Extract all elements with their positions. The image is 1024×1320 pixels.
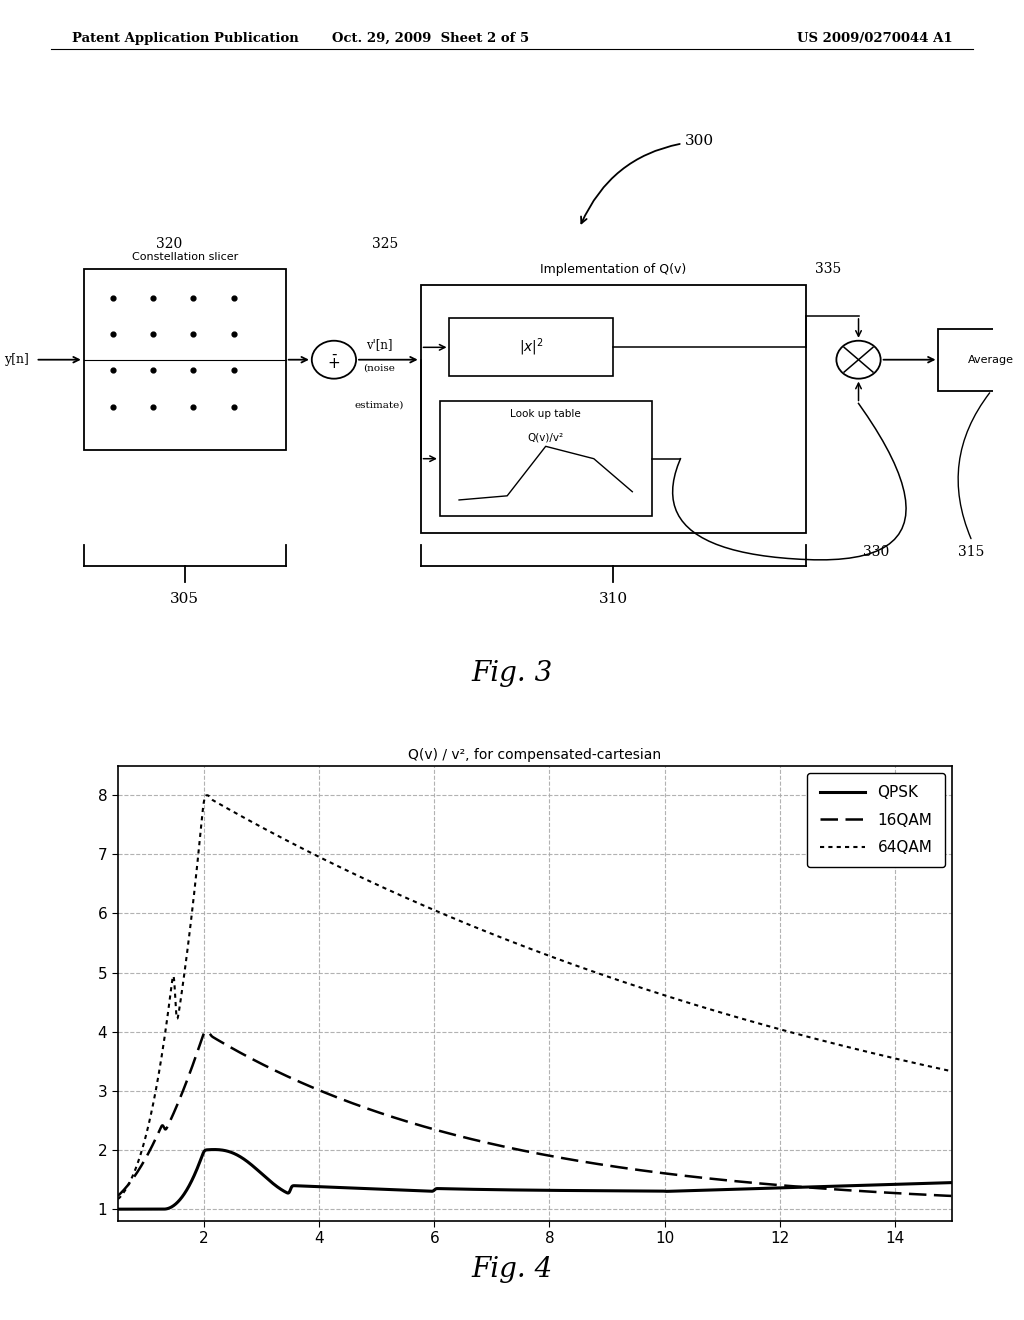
Text: Q(v)/v²: Q(v)/v² (527, 433, 564, 442)
QPSK (922, 1175, 934, 1191)
Text: v'[n]: v'[n] (366, 338, 392, 351)
Text: Average: Average (969, 355, 1015, 364)
QPSK (208, 1142, 220, 1158)
16QAM (112, 1188, 124, 1204)
Text: (noise: (noise (364, 364, 395, 372)
16QAM (496, 1138, 508, 1154)
Text: y[n]: y[n] (4, 354, 29, 366)
Point (185, 288, 202, 309)
Text: $|x|^2$: $|x|^2$ (519, 337, 544, 358)
Point (144, 323, 161, 345)
Text: Oct. 29, 2009  Sheet 2 of 5: Oct. 29, 2009 Sheet 2 of 5 (332, 32, 528, 45)
QPSK (518, 1183, 530, 1199)
Text: 300: 300 (581, 135, 715, 223)
Text: Look up table: Look up table (510, 409, 581, 420)
16QAM (923, 1187, 935, 1203)
Point (185, 323, 202, 345)
Text: Patent Application Publication: Patent Application Publication (72, 32, 298, 45)
FancyBboxPatch shape (421, 285, 806, 533)
Text: 330: 330 (863, 545, 890, 560)
Text: Constellation slicer: Constellation slicer (132, 252, 238, 263)
Text: Fig. 4: Fig. 4 (471, 1257, 553, 1283)
Point (225, 396, 242, 417)
QPSK (496, 1181, 508, 1197)
64QAM (922, 1059, 934, 1074)
64QAM (923, 1059, 935, 1074)
Title: Q(v) / v², for compensated-cartesian: Q(v) / v², for compensated-cartesian (409, 747, 662, 762)
Line: 16QAM: 16QAM (118, 1032, 952, 1196)
Point (104, 323, 121, 345)
16QAM (201, 1024, 213, 1040)
64QAM (496, 929, 508, 945)
Text: Implementation of Q(v): Implementation of Q(v) (540, 263, 686, 276)
Text: estimate): estimate) (354, 401, 403, 411)
64QAM (946, 1064, 958, 1080)
FancyBboxPatch shape (440, 401, 651, 516)
Point (104, 360, 121, 381)
Point (225, 323, 242, 345)
64QAM (112, 1191, 124, 1206)
Text: 320: 320 (156, 238, 182, 251)
Line: QPSK: QPSK (118, 1150, 952, 1209)
Text: 305: 305 (170, 593, 200, 606)
16QAM (155, 1121, 167, 1137)
Point (225, 288, 242, 309)
Text: US 2009/0270044 A1: US 2009/0270044 A1 (797, 32, 952, 45)
Point (185, 396, 202, 417)
16QAM (518, 1143, 530, 1159)
QPSK (946, 1175, 958, 1191)
Text: 310: 310 (598, 593, 628, 606)
QPSK (155, 1201, 167, 1217)
Point (144, 360, 161, 381)
Text: 315: 315 (957, 545, 984, 560)
Point (104, 396, 121, 417)
Point (144, 396, 161, 417)
Text: 325: 325 (373, 238, 398, 251)
Point (144, 288, 161, 309)
64QAM (201, 787, 213, 803)
Line: 64QAM: 64QAM (118, 795, 952, 1199)
Text: -: - (331, 346, 337, 362)
64QAM (518, 939, 530, 954)
Point (104, 288, 121, 309)
Point (185, 360, 202, 381)
16QAM (946, 1188, 958, 1204)
Point (225, 360, 242, 381)
64QAM (769, 1020, 781, 1036)
QPSK (923, 1175, 935, 1191)
Legend: QPSK, 16QAM, 64QAM: QPSK, 16QAM, 64QAM (807, 774, 945, 867)
64QAM (155, 1056, 167, 1072)
FancyBboxPatch shape (450, 318, 613, 376)
FancyBboxPatch shape (84, 269, 286, 450)
QPSK (112, 1201, 124, 1217)
FancyBboxPatch shape (938, 329, 1024, 391)
Text: 335: 335 (815, 261, 842, 276)
Text: +: + (328, 356, 340, 371)
16QAM (769, 1177, 781, 1193)
QPSK (769, 1180, 781, 1196)
16QAM (922, 1187, 934, 1203)
Text: Fig. 3: Fig. 3 (471, 660, 553, 686)
